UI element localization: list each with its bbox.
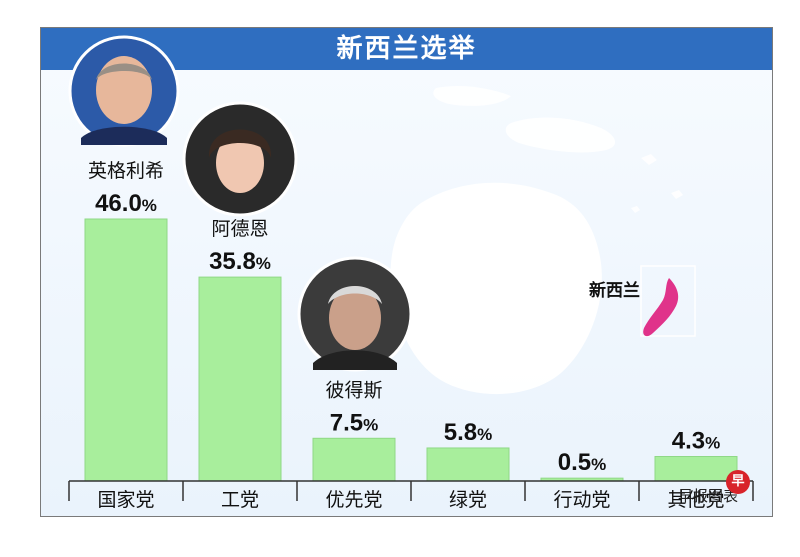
category-label-1: 工党	[221, 489, 259, 511]
bar-0	[84, 218, 168, 482]
pacific-islands-shape	[631, 154, 683, 213]
leader-portrait-english	[68, 35, 180, 147]
new-guinea-shape	[505, 117, 616, 153]
bar-1	[198, 276, 282, 482]
value-label-1: 35.8%	[209, 248, 271, 275]
leader-portrait-ardern	[182, 101, 298, 217]
category-label-4: 行动党	[553, 489, 610, 511]
leader-name-1: 阿德恩	[211, 218, 268, 240]
leader-name-2: 彼得斯	[325, 379, 382, 401]
leader-name-0: 英格利希	[88, 160, 164, 182]
indonesia-shape	[433, 85, 511, 106]
source-logo-icon: 早	[726, 470, 750, 494]
value-label-3: 5.8%	[444, 419, 493, 446]
category-label-0: 国家党	[97, 489, 154, 511]
category-label-2: 优先党	[325, 489, 382, 511]
nz-highlight-box	[640, 265, 696, 337]
oceania-map-icon	[390, 85, 696, 395]
source-credit: 早报图表	[677, 487, 738, 505]
value-label-2: 7.5%	[330, 409, 379, 436]
bar-3	[426, 447, 510, 482]
category-label-5: 其他党	[667, 489, 724, 511]
bar-2	[312, 437, 396, 482]
chart-frame: 新西兰选举 新西兰 46	[40, 27, 773, 517]
bar-5	[654, 456, 738, 482]
leader-portrait-peters	[297, 256, 413, 372]
australia-shape	[390, 182, 602, 395]
x-axis	[68, 480, 754, 501]
bar-group	[84, 218, 738, 482]
map-label-new-zealand: 新西兰	[589, 280, 640, 301]
value-label-5: 4.3%	[672, 428, 721, 455]
new-zealand-shape	[643, 278, 679, 337]
value-label-4: 0.5%	[558, 449, 607, 476]
category-label-3: 绿党	[449, 489, 487, 511]
value-label-0: 46.0%	[95, 190, 157, 217]
